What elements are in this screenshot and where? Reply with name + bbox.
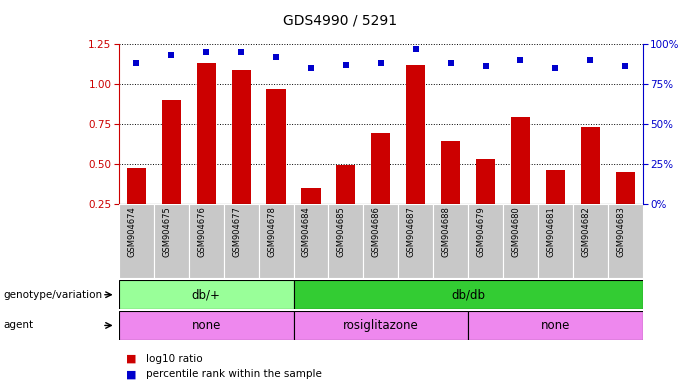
Text: none: none xyxy=(541,319,570,332)
Bar xyxy=(406,65,425,204)
Text: genotype/variation: genotype/variation xyxy=(3,290,103,300)
Point xyxy=(236,49,247,55)
Point xyxy=(619,63,630,70)
Bar xyxy=(468,311,643,340)
Text: GSM904675: GSM904675 xyxy=(163,207,171,257)
Bar xyxy=(433,204,468,278)
Text: rosiglitazone: rosiglitazone xyxy=(343,319,419,332)
Point xyxy=(515,57,526,63)
Bar xyxy=(337,165,356,204)
Text: GSM904679: GSM904679 xyxy=(477,207,486,257)
Bar xyxy=(294,311,468,340)
Point xyxy=(201,49,211,55)
Point xyxy=(166,52,177,58)
Point xyxy=(550,65,561,71)
Text: percentile rank within the sample: percentile rank within the sample xyxy=(146,369,322,379)
Text: GSM904685: GSM904685 xyxy=(337,207,346,257)
Bar xyxy=(608,204,643,278)
Text: log10 ratio: log10 ratio xyxy=(146,354,203,364)
Bar xyxy=(224,204,258,278)
Text: GSM904682: GSM904682 xyxy=(581,207,590,257)
Bar xyxy=(511,118,530,204)
Bar xyxy=(162,100,181,204)
Bar xyxy=(546,170,565,204)
Point xyxy=(131,60,142,66)
Text: GSM904676: GSM904676 xyxy=(197,207,206,257)
Point xyxy=(585,57,596,63)
Text: GSM904681: GSM904681 xyxy=(546,207,556,257)
Bar xyxy=(127,169,146,204)
Bar xyxy=(258,204,294,278)
Bar xyxy=(232,70,251,204)
Bar xyxy=(468,204,503,278)
Text: GSM904686: GSM904686 xyxy=(372,207,381,257)
Bar xyxy=(119,311,294,340)
Bar xyxy=(538,204,573,278)
Bar xyxy=(267,89,286,204)
Bar xyxy=(294,280,643,309)
Text: GSM904687: GSM904687 xyxy=(407,207,415,257)
Point xyxy=(305,65,316,71)
Bar xyxy=(371,133,390,204)
Point xyxy=(375,60,386,66)
Bar xyxy=(154,204,189,278)
Text: GSM904680: GSM904680 xyxy=(511,207,520,257)
Text: GSM904674: GSM904674 xyxy=(127,207,137,257)
Bar xyxy=(294,204,328,278)
Bar xyxy=(328,204,363,278)
Text: GSM904688: GSM904688 xyxy=(441,207,451,257)
Bar xyxy=(119,280,294,309)
Point xyxy=(480,63,491,70)
Point xyxy=(271,54,282,60)
Text: agent: agent xyxy=(3,320,33,331)
Point xyxy=(341,62,352,68)
Text: GSM904677: GSM904677 xyxy=(232,207,241,257)
Bar xyxy=(615,172,634,204)
Bar xyxy=(441,141,460,204)
Point xyxy=(410,46,421,52)
Text: none: none xyxy=(192,319,221,332)
Bar xyxy=(119,204,154,278)
Text: db/+: db/+ xyxy=(192,288,221,301)
Text: ■: ■ xyxy=(126,369,136,379)
Bar xyxy=(197,63,216,204)
Bar xyxy=(363,204,398,278)
Text: GSM904683: GSM904683 xyxy=(616,207,625,257)
Text: db/db: db/db xyxy=(451,288,485,301)
Text: GDS4990 / 5291: GDS4990 / 5291 xyxy=(283,13,397,27)
Bar xyxy=(581,127,600,204)
Bar xyxy=(573,204,608,278)
Bar xyxy=(503,204,538,278)
Text: GSM904678: GSM904678 xyxy=(267,207,276,257)
Bar xyxy=(301,188,320,204)
Bar xyxy=(476,159,495,204)
Point xyxy=(445,60,456,66)
Bar xyxy=(189,204,224,278)
Text: GSM904684: GSM904684 xyxy=(302,207,311,257)
Bar xyxy=(398,204,433,278)
Text: ■: ■ xyxy=(126,354,136,364)
